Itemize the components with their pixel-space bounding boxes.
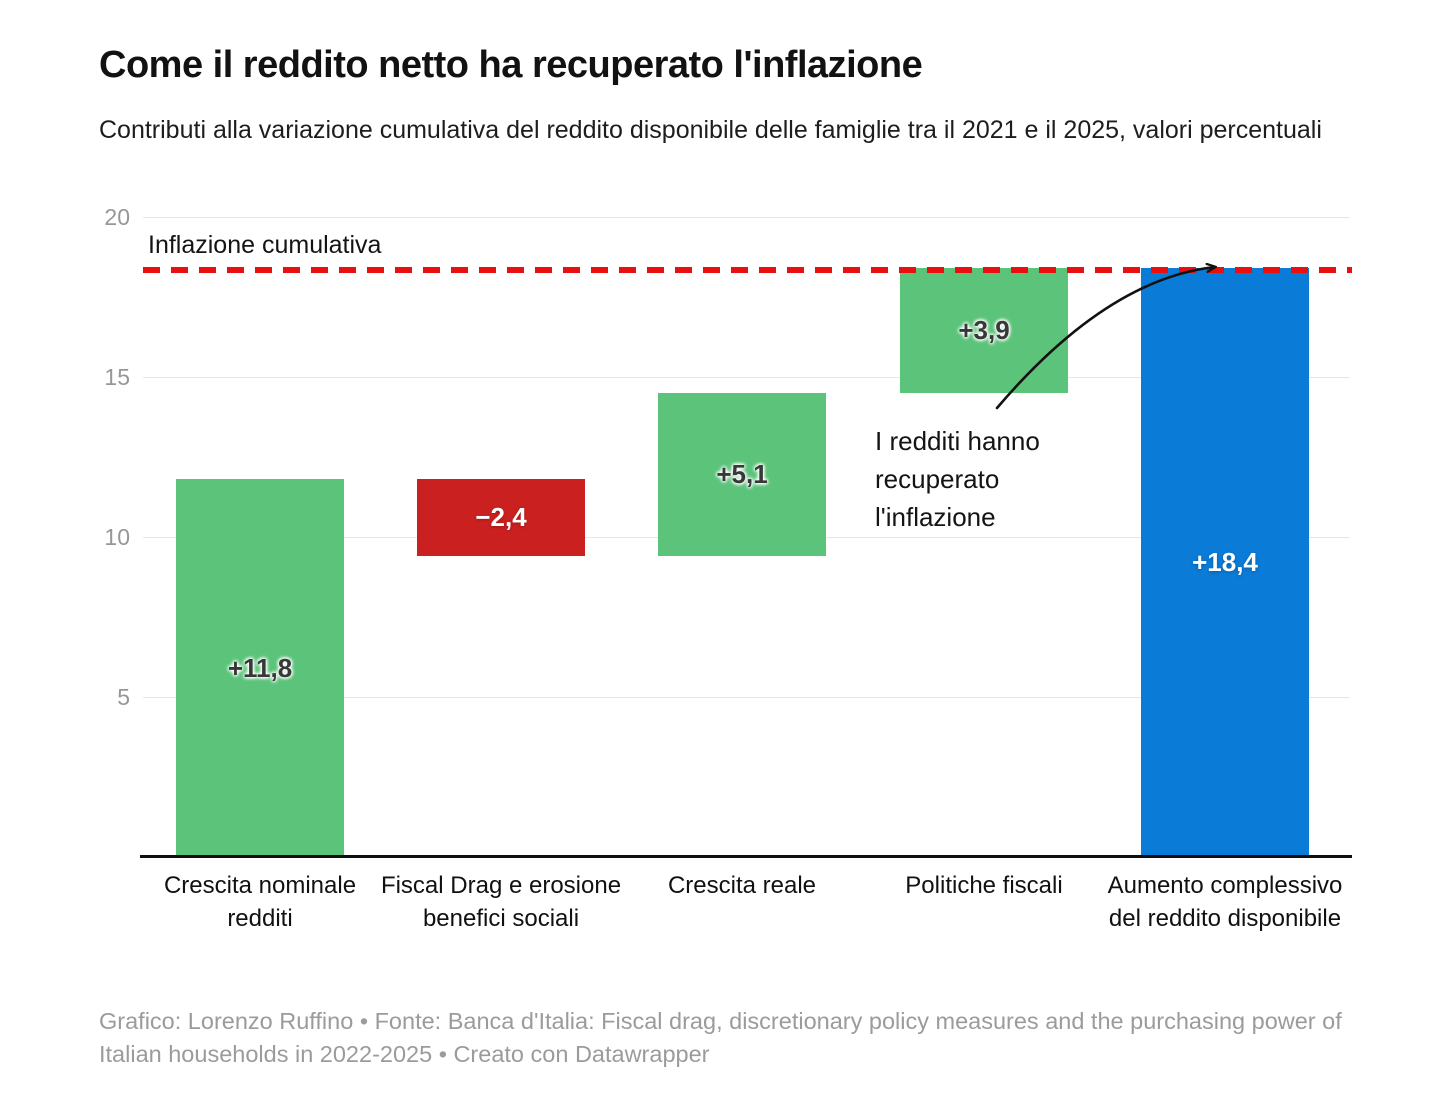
annotation-text: I redditi hanno recuperato l'inflazione: [875, 422, 1040, 536]
bar-total-5: +18,4: [1141, 268, 1309, 857]
inflation-reference-line: [143, 267, 1352, 273]
x-axis-line: [140, 855, 1352, 858]
y-tick-label-10: 10: [104, 524, 130, 550]
bar-value-label: +3,9: [958, 315, 1010, 345]
bar-value-label: +11,8: [227, 652, 293, 683]
x-category-label-4: Politiche fiscali: [905, 872, 1063, 899]
annotation-arrow-icon: [995, 250, 1235, 410]
chart-title: Come il reddito netto ha recuperato l'in…: [99, 44, 923, 86]
chart-footer-credits: Grafico: Lorenzo Ruffino • Fonte: Banca …: [99, 1008, 1342, 1068]
annotation-line-3: l'inflazione: [875, 502, 996, 532]
bar-positive-1: +11,8: [176, 479, 344, 857]
inflation-line-label: Inflazione cumulativa: [148, 231, 382, 259]
bar-positive-3: +5,1: [658, 393, 826, 556]
gridline-y-15: [143, 377, 1350, 378]
bar-value-label: +18,4: [1192, 547, 1258, 577]
x-category-label-3: Crescita reale: [667, 872, 817, 899]
annotation-line-1: I redditi hanno: [875, 426, 1040, 456]
bar-value-label: −2,4: [475, 502, 527, 532]
bar-negative-2: −2,4: [417, 479, 585, 556]
x-category-label-1: Crescita nominale redditi: [163, 872, 357, 932]
y-tick-label-20: 20: [104, 204, 130, 230]
gridline-y-5: [143, 697, 1350, 698]
annotation-line-2: recuperato: [875, 464, 1000, 494]
y-tick-label-15: 15: [104, 364, 130, 390]
y-tick-label-5: 5: [117, 684, 130, 710]
bar-value-label: +5,1: [716, 459, 768, 489]
chart-subtitle: Contributi alla variazione cumulativa de…: [99, 116, 1322, 144]
x-category-label-2: Fiscal Drag e erosione benefici sociali: [380, 872, 622, 932]
bar-positive-4: +3,9: [900, 268, 1068, 393]
x-category-label-5: Aumento complessivo del reddito disponib…: [1107, 872, 1343, 932]
gridline-y-20: [143, 217, 1350, 218]
